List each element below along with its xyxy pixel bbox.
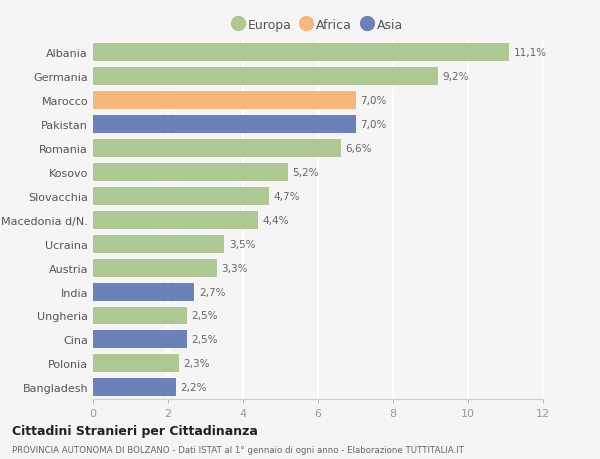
Bar bbox=[93, 378, 176, 396]
Bar bbox=[93, 164, 288, 181]
Text: 9,2%: 9,2% bbox=[442, 72, 469, 82]
Text: 2,2%: 2,2% bbox=[180, 382, 206, 392]
Text: 2,5%: 2,5% bbox=[191, 311, 218, 321]
Text: 2,3%: 2,3% bbox=[184, 358, 210, 369]
Text: PROVINCIA AUTONOMA DI BOLZANO - Dati ISTAT al 1° gennaio di ogni anno - Elaboraz: PROVINCIA AUTONOMA DI BOLZANO - Dati IST… bbox=[12, 445, 464, 454]
Text: 3,5%: 3,5% bbox=[229, 239, 255, 249]
Bar bbox=[93, 68, 438, 86]
Text: 4,4%: 4,4% bbox=[263, 215, 289, 225]
Text: 11,1%: 11,1% bbox=[514, 48, 547, 58]
Bar bbox=[93, 259, 217, 277]
Bar bbox=[93, 235, 224, 253]
Bar bbox=[93, 92, 355, 110]
Text: 6,6%: 6,6% bbox=[345, 144, 371, 154]
Text: 2,5%: 2,5% bbox=[191, 335, 218, 345]
Bar bbox=[93, 44, 509, 62]
Bar bbox=[93, 330, 187, 349]
Legend: Europa, Africa, Asia: Europa, Africa, Asia bbox=[233, 18, 404, 32]
Text: 7,0%: 7,0% bbox=[360, 120, 386, 130]
Text: 2,7%: 2,7% bbox=[199, 287, 225, 297]
Bar bbox=[93, 283, 194, 301]
Bar bbox=[93, 211, 258, 229]
Bar bbox=[93, 354, 179, 373]
Bar bbox=[93, 140, 341, 157]
Bar bbox=[93, 116, 355, 134]
Text: 7,0%: 7,0% bbox=[360, 96, 386, 106]
Text: 4,7%: 4,7% bbox=[274, 191, 300, 202]
Text: Cittadini Stranieri per Cittadinanza: Cittadini Stranieri per Cittadinanza bbox=[12, 425, 258, 437]
Text: 3,3%: 3,3% bbox=[221, 263, 248, 273]
Bar bbox=[93, 307, 187, 325]
Text: 5,2%: 5,2% bbox=[293, 168, 319, 178]
Bar bbox=[93, 187, 269, 205]
